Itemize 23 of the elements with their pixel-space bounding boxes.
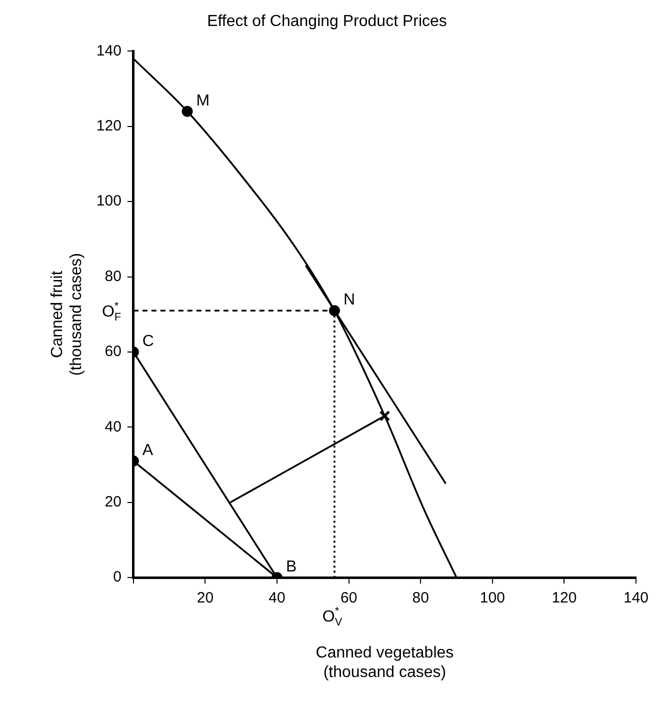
x-tick-label: 20 xyxy=(196,590,214,607)
annotation: N xyxy=(343,292,356,309)
x-tick-label: 140 xyxy=(623,590,649,607)
y-tick-label: 80 xyxy=(104,268,122,285)
y-tick-label: 40 xyxy=(104,418,122,436)
annotation: B xyxy=(286,558,297,576)
x-tick-label: 120 xyxy=(552,590,577,607)
y-tick-label: 100 xyxy=(96,192,122,210)
annotation: A xyxy=(142,442,154,460)
x-tick-label: 40 xyxy=(268,590,286,607)
y-tick-label: 140 xyxy=(96,42,122,60)
x-tick-label: 100 xyxy=(480,590,505,607)
y-tick-label: 0 xyxy=(113,568,122,586)
y-tick-label: 20 xyxy=(104,494,122,511)
y-axis-title: Canned fruit (thousand cases) xyxy=(49,253,86,376)
x-tick-label: 60 xyxy=(340,590,358,607)
y-tick-label: 120 xyxy=(96,118,122,135)
annotation: M xyxy=(196,92,210,110)
x-tick-label: 80 xyxy=(412,590,429,607)
x-axis-title: Canned vegetables (thousand cases) xyxy=(316,644,454,681)
y-tick-label: 60 xyxy=(104,343,122,360)
chart-title: Effect of Changing Product Prices xyxy=(207,13,447,30)
annotation: C xyxy=(142,333,154,350)
